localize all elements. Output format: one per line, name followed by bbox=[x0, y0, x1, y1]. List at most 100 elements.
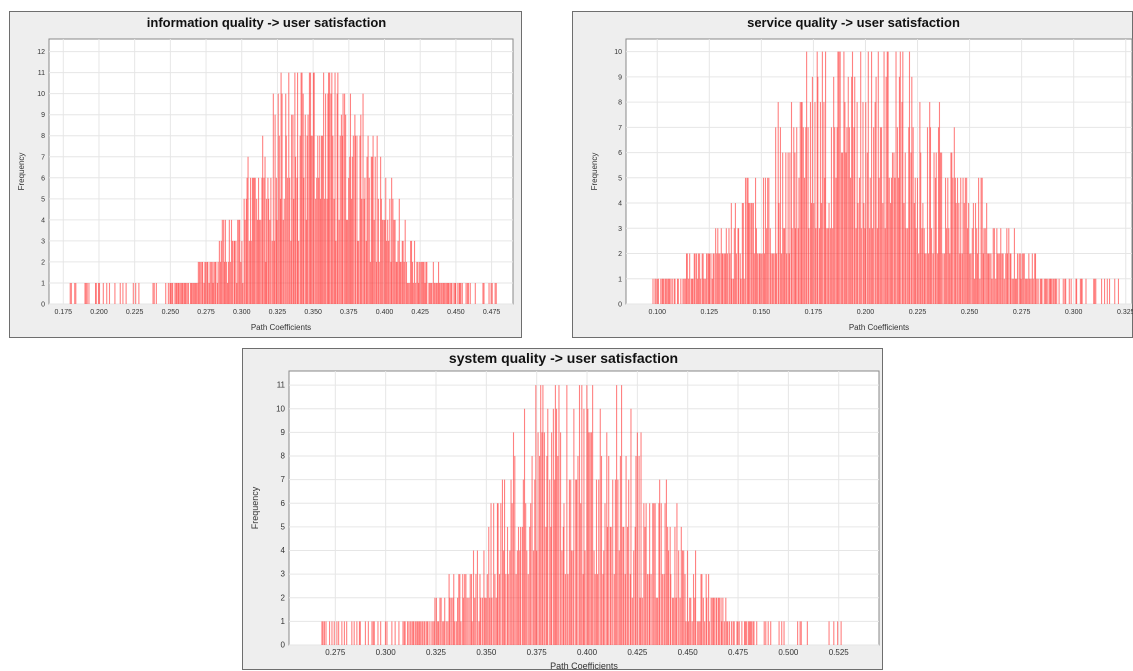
histogram-bar bbox=[391, 177, 393, 304]
histogram-bar bbox=[782, 152, 784, 304]
histogram-bar bbox=[953, 127, 955, 304]
histogram-bar bbox=[333, 198, 335, 304]
histogram-bar bbox=[806, 621, 808, 645]
histogram-bar bbox=[826, 228, 828, 304]
histogram-bar bbox=[184, 282, 186, 304]
histogram-bar bbox=[791, 228, 793, 304]
histogram-bar bbox=[846, 127, 848, 304]
histogram-bar bbox=[704, 278, 706, 304]
histogram-bar bbox=[212, 282, 214, 304]
histogram-bar bbox=[458, 282, 460, 304]
histogram-bar bbox=[570, 479, 572, 645]
histogram-bar bbox=[690, 597, 692, 645]
x-tick-label: 0.225 bbox=[909, 309, 927, 316]
histogram-bar bbox=[393, 219, 395, 304]
histogram-bar bbox=[933, 152, 935, 304]
histogram-bar bbox=[289, 177, 291, 304]
histogram-bar bbox=[449, 282, 451, 304]
histogram-bar bbox=[336, 621, 338, 645]
y-tick-label: 2 bbox=[281, 593, 286, 602]
y-tick-label: 10 bbox=[614, 49, 622, 56]
histogram-bar bbox=[420, 261, 422, 304]
histogram-bar bbox=[521, 526, 523, 645]
histogram-bar bbox=[177, 282, 179, 304]
histogram-bar bbox=[267, 177, 269, 304]
histogram-bar bbox=[939, 152, 942, 304]
histogram-bar bbox=[633, 550, 635, 645]
histogram-bar bbox=[575, 479, 577, 645]
histogram-bar bbox=[409, 621, 411, 645]
histogram-bar bbox=[375, 261, 377, 304]
histogram-bar bbox=[238, 219, 240, 304]
histogram-bar bbox=[722, 597, 724, 645]
histogram-bar bbox=[1034, 253, 1037, 304]
histogram-bar bbox=[1018, 253, 1020, 304]
histogram-bar bbox=[526, 550, 528, 645]
histogram-bar bbox=[921, 228, 923, 304]
histogram-bar bbox=[671, 278, 673, 304]
histogram-bar bbox=[1048, 278, 1050, 304]
histogram-bar bbox=[608, 456, 610, 645]
histogram-bar bbox=[527, 574, 529, 645]
histogram-bar bbox=[397, 240, 399, 304]
histogram-bar bbox=[748, 621, 751, 645]
histogram-bar bbox=[711, 597, 713, 645]
histogram-bar bbox=[95, 282, 97, 304]
histogram-bar bbox=[895, 51, 897, 305]
histogram-bar bbox=[436, 282, 438, 304]
histogram-bar bbox=[934, 177, 937, 304]
histogram-bar bbox=[789, 152, 791, 304]
histogram-bar bbox=[1010, 253, 1012, 304]
histogram-bar bbox=[250, 177, 252, 304]
histogram-bar bbox=[753, 253, 755, 304]
histogram-bar bbox=[749, 621, 752, 645]
histogram-bar bbox=[609, 526, 611, 645]
histogram-bar bbox=[834, 127, 836, 304]
histogram-bar bbox=[444, 282, 446, 304]
x-axis-label: Path Coefficients bbox=[849, 323, 909, 332]
histogram-bar bbox=[856, 102, 858, 304]
x-tick-label: 0.325 bbox=[269, 309, 287, 316]
histogram-bar bbox=[277, 93, 279, 305]
histogram-bar bbox=[738, 228, 740, 304]
histogram-bar bbox=[186, 282, 188, 304]
histogram-bar bbox=[227, 282, 229, 304]
histogram-bar bbox=[802, 127, 804, 304]
x-tick-label: 0.400 bbox=[577, 648, 598, 657]
histogram-bar bbox=[1101, 278, 1103, 304]
histogram-bar bbox=[805, 127, 807, 304]
histogram-bar bbox=[242, 282, 244, 304]
histogram-bar bbox=[1031, 253, 1033, 304]
histogram-bar bbox=[893, 152, 895, 304]
histogram-bar bbox=[835, 177, 837, 304]
histogram-bar bbox=[221, 219, 223, 304]
histogram-bar bbox=[448, 574, 450, 645]
histogram-bar bbox=[445, 621, 447, 645]
histogram-bar bbox=[399, 261, 401, 304]
histogram-bar bbox=[306, 135, 308, 304]
histogram-bar bbox=[547, 408, 549, 645]
x-tick-label: 0.350 bbox=[476, 648, 497, 657]
histogram-bar bbox=[155, 282, 157, 304]
histogram-bar bbox=[728, 228, 730, 304]
histogram-bar bbox=[962, 177, 964, 304]
histogram-bar bbox=[421, 261, 423, 304]
histogram-bar bbox=[472, 550, 475, 645]
histogram-bar bbox=[903, 203, 905, 304]
histogram-bar bbox=[534, 479, 536, 645]
histogram-bar bbox=[803, 177, 806, 304]
histogram-bar bbox=[363, 198, 365, 304]
histogram-bar bbox=[453, 574, 455, 645]
histogram-bar bbox=[1001, 253, 1003, 304]
histogram-bar bbox=[317, 135, 319, 304]
histogram-bar bbox=[1029, 278, 1031, 304]
y-tick-label: 2 bbox=[618, 251, 622, 258]
histogram-bar bbox=[807, 127, 809, 304]
histogram-bar bbox=[1022, 253, 1024, 304]
histogram-bar bbox=[88, 282, 90, 304]
y-tick-label: 12 bbox=[37, 49, 45, 56]
histogram-bar bbox=[262, 135, 264, 304]
histogram-bar bbox=[595, 479, 598, 645]
histogram-bar bbox=[798, 177, 800, 304]
histogram-bar bbox=[652, 503, 654, 645]
